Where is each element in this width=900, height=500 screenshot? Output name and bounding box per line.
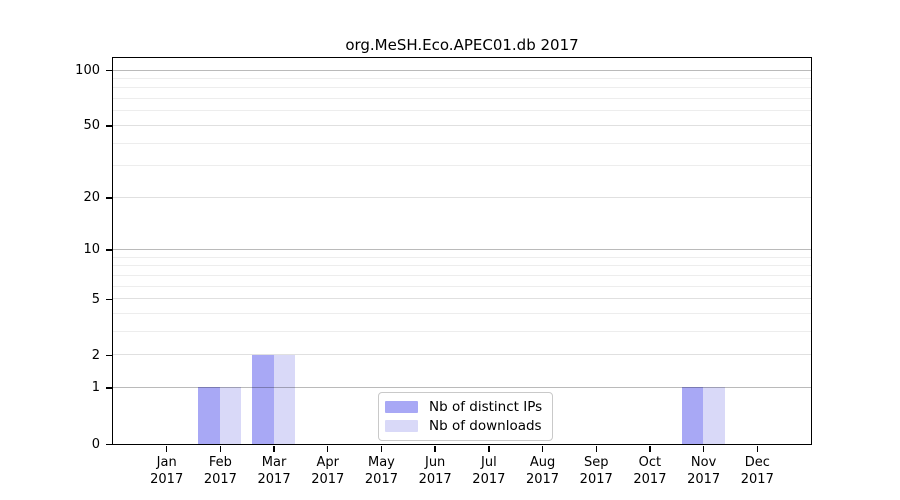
x-tick-label-aug: Aug 2017 (525, 455, 560, 487)
plot-area (111, 56, 812, 445)
y-tick-50 (105, 125, 112, 127)
legend-row-ips: Nb of distinct IPs (385, 397, 542, 416)
x-tick-sep (595, 445, 597, 452)
gridline-minor-90 (112, 78, 811, 80)
y-tick-label-50: 50 (83, 118, 100, 134)
y-tick-label-5: 5 (91, 291, 100, 307)
legend-label-ips: Nb of distinct IPs (429, 398, 543, 415)
x-tick-label-mar: Mar 2017 (257, 455, 291, 487)
gridline-minor-9 (112, 256, 811, 258)
gridline-20 (112, 196, 811, 198)
x-tick-may (380, 445, 383, 452)
bar-downloads-mar (273, 354, 296, 444)
x-tick-label-feb: Feb 2017 (203, 455, 237, 487)
x-tick-dec (756, 445, 758, 452)
chart-title: org.MeSH.Eco.APEC01.db 2017 (345, 36, 579, 54)
y-tick-5 (105, 298, 112, 300)
y-tick-label-2: 2 (91, 347, 100, 363)
gridline-2 (112, 354, 811, 356)
y-tick-label-1: 1 (91, 380, 100, 396)
gridline-10 (112, 248, 811, 250)
x-tick-aug (541, 445, 544, 452)
legend-row-downloads: Nb of downloads (385, 416, 542, 435)
gridline-minor-60 (112, 110, 811, 112)
x-tick-nov (702, 445, 705, 452)
y-tick-1 (105, 387, 112, 389)
gridline-minor-7 (112, 274, 811, 276)
gridline-minor-80 (112, 87, 811, 89)
y-tick-label-100: 100 (75, 63, 100, 79)
gridline-minor-40 (112, 142, 811, 144)
y-tick-2 (105, 354, 112, 356)
gridline-minor-8 (112, 265, 811, 267)
x-tick-jul (488, 445, 490, 452)
bar-ips-feb (198, 387, 220, 444)
x-tick-feb (219, 445, 222, 452)
y-tick-label-0: 0 (91, 436, 100, 452)
gridline-minor-30 (112, 165, 811, 167)
x-tick-label-sep: Sep 2017 (579, 455, 613, 487)
x-tick-label-apr: Apr 2017 (311, 455, 345, 487)
gridline-5 (112, 298, 811, 300)
gridline-minor-3 (112, 330, 811, 332)
y-tick-0 (105, 443, 112, 445)
x-tick-mar (273, 445, 275, 452)
gridline-minor-4 (112, 312, 811, 314)
legend-swatch-ips (385, 400, 418, 413)
legend: Nb of distinct IPs Nb of downloads (378, 392, 554, 441)
y-tick-label-10: 10 (83, 242, 100, 258)
x-tick-label-oct: Oct 2017 (633, 455, 667, 487)
legend-swatch-downloads (385, 419, 418, 432)
y-tick-20 (105, 197, 112, 199)
y-tick-10 (105, 249, 112, 251)
x-tick-label-jul: Jul 2017 (472, 455, 506, 487)
bar-downloads-nov (703, 387, 725, 444)
y-tick-label-20: 20 (83, 190, 100, 206)
x-tick-label-jun: Jun 2017 (418, 455, 452, 487)
gridline-50 (112, 124, 811, 126)
y-tick-100 (105, 70, 112, 72)
bar-ips-mar (252, 354, 274, 444)
x-tick-oct (649, 445, 651, 452)
x-tick-jun (434, 445, 436, 452)
gridline-minor-6 (112, 285, 811, 287)
x-tick-apr (327, 445, 329, 452)
x-tick-jan (165, 445, 168, 452)
x-tick-label-dec: Dec 2017 (740, 455, 774, 487)
bar-downloads-feb (219, 387, 242, 444)
bar-ips-nov (681, 387, 704, 444)
gridline-100 (112, 69, 811, 71)
legend-label-downloads: Nb of downloads (429, 417, 542, 434)
gridline-minor-70 (112, 98, 811, 100)
x-tick-label-jan: Jan 2017 (150, 455, 184, 487)
x-tick-label-nov: Nov 2017 (687, 455, 721, 487)
x-tick-label-may: May 2017 (364, 455, 398, 487)
